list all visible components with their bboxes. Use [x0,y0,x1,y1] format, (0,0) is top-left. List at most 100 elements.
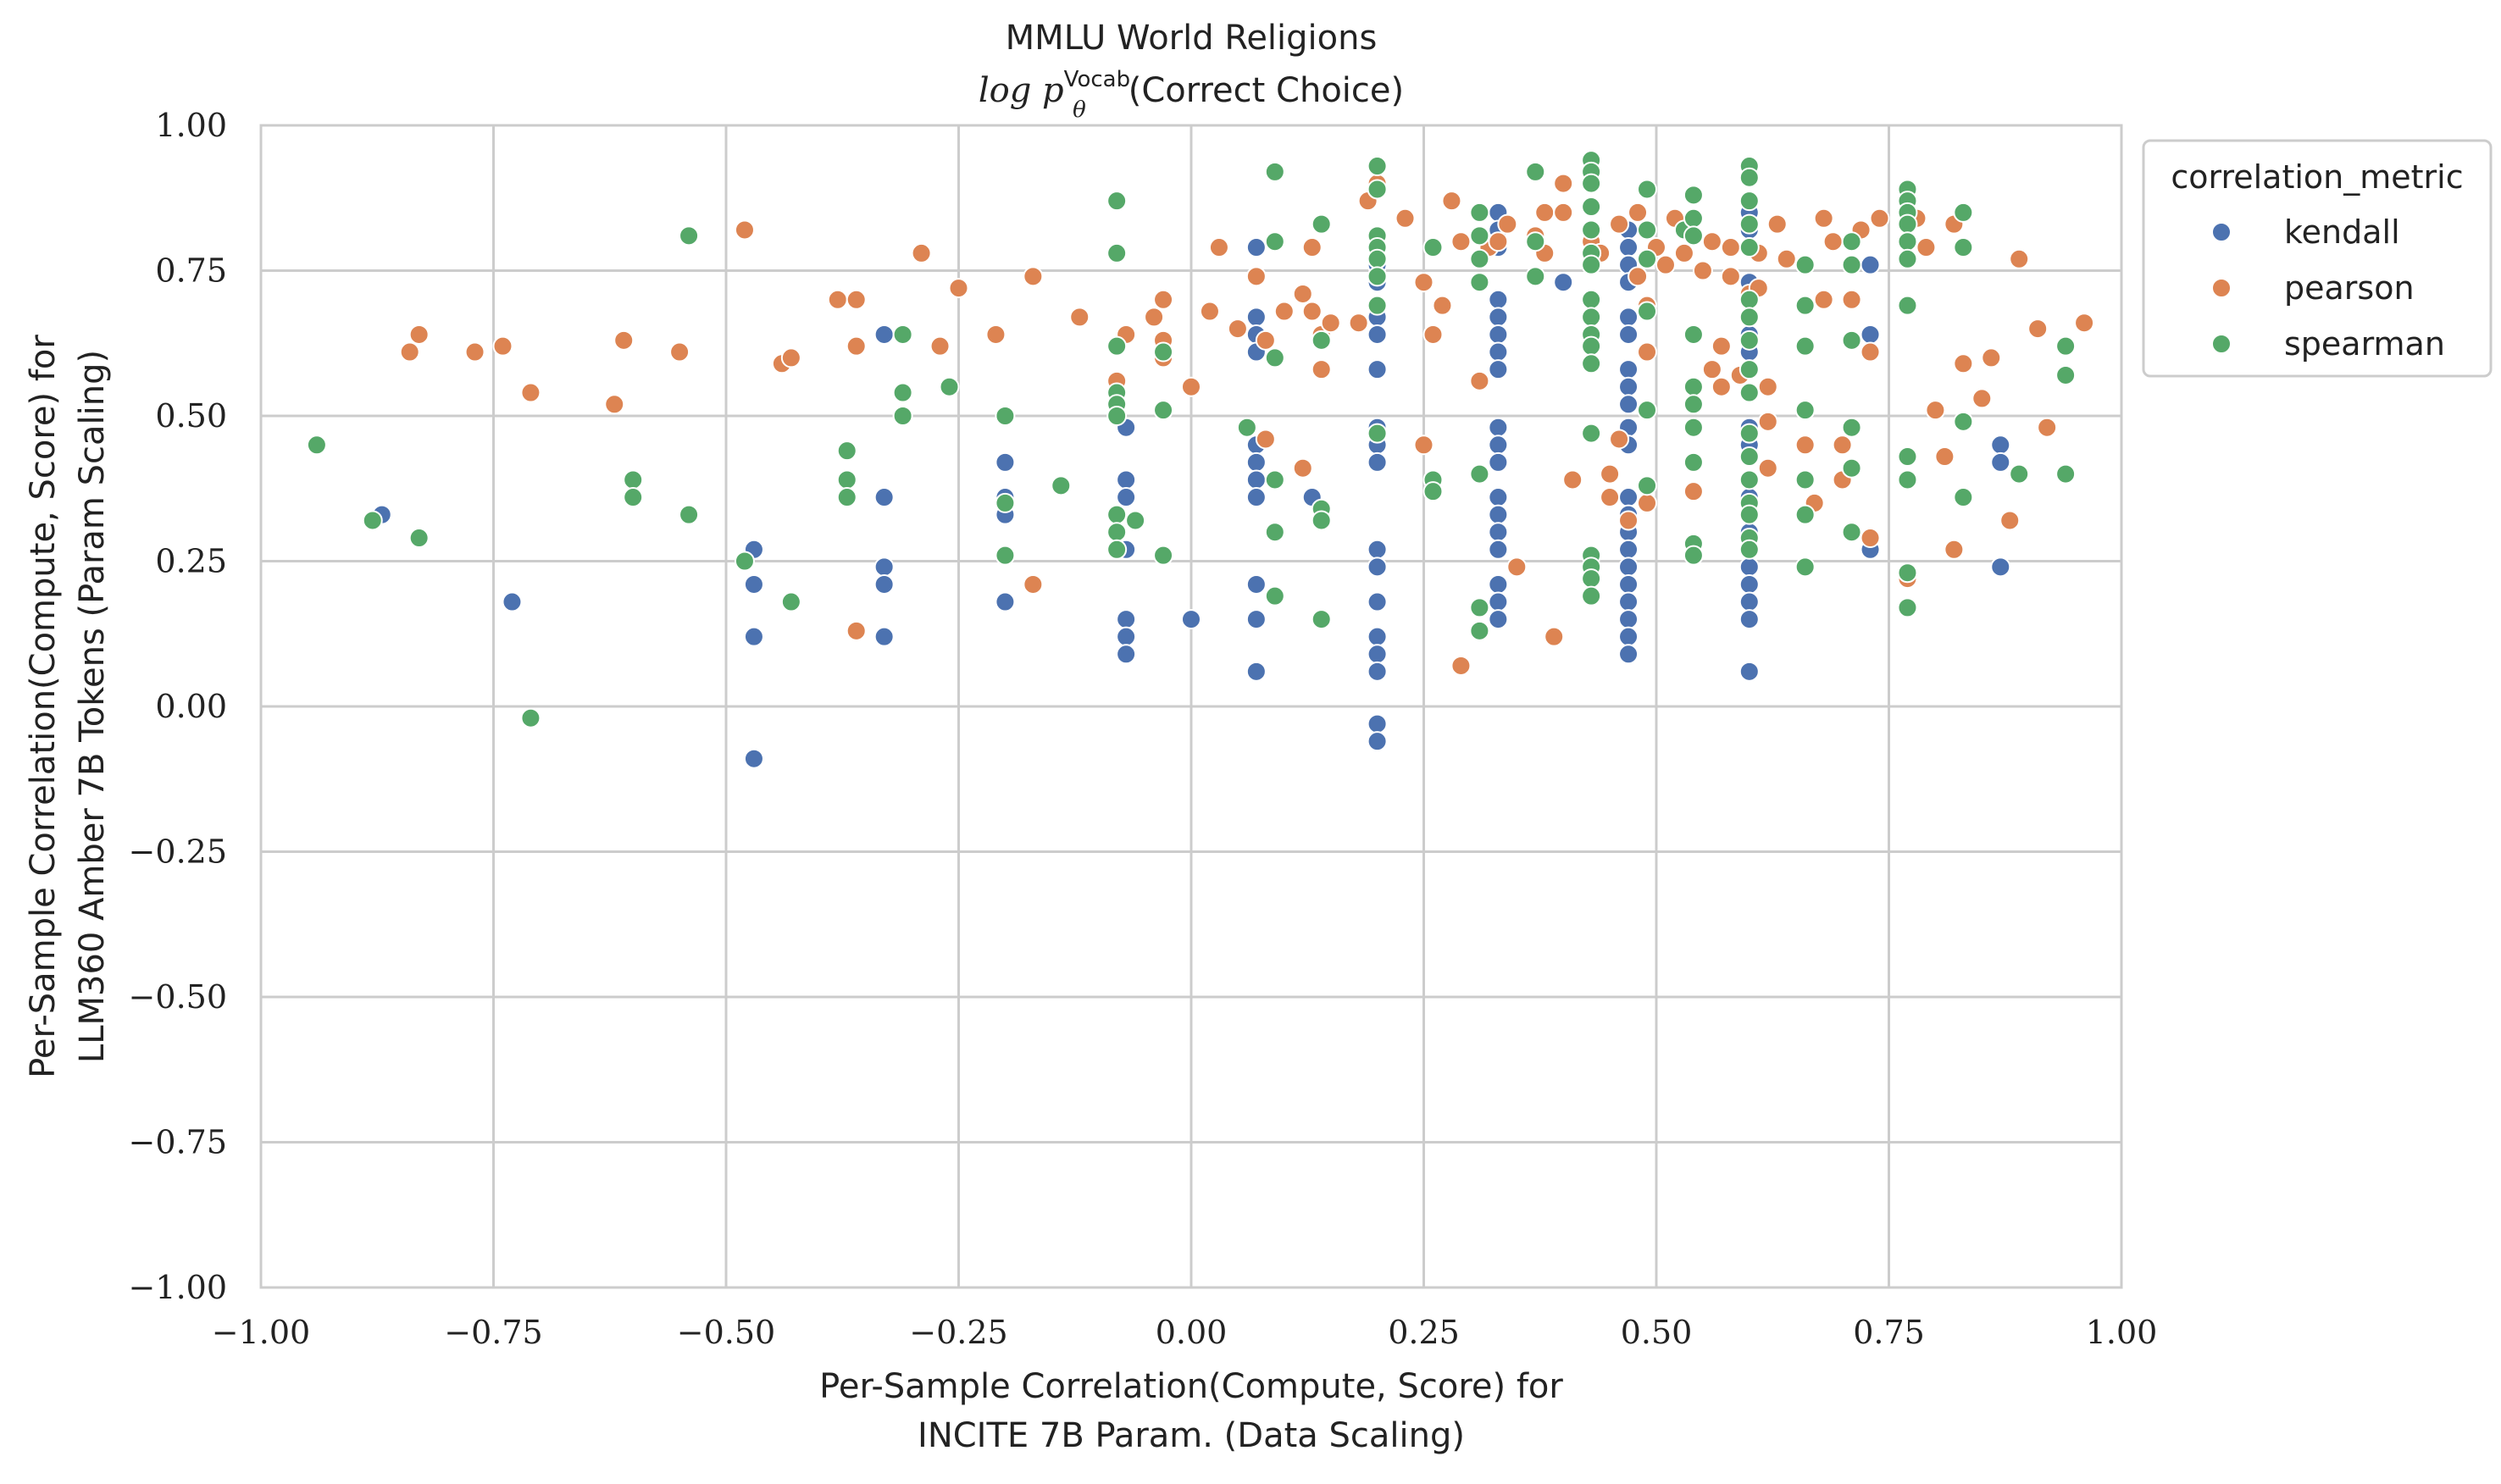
point-spearman [1469,597,1490,618]
point-pearson [1413,272,1434,293]
point-kendall [873,626,895,647]
legend-box [2142,139,2493,378]
point-pearson [2074,313,2095,334]
point-pearson [464,341,485,363]
point-pearson [604,394,625,415]
point-kendall [1367,626,1388,647]
point-spearman [1581,219,1602,241]
point-spearman [1841,457,1862,479]
series-spearman [306,150,2077,728]
point-spearman [1106,406,1128,426]
point-pearson [2027,318,2049,340]
legend: correlation_metric kendall pearson spearma… [2142,139,2493,378]
point-kendall [1116,487,1137,508]
point-spearman [1897,469,1918,490]
point-pearson [1208,237,1229,258]
point-spearman [1637,219,1658,241]
point-pearson [1553,173,1574,194]
point-kendall [1488,341,1509,363]
point-spearman [1683,225,1704,246]
point-kendall [1738,661,1760,682]
point-pearson [1953,353,1974,374]
legend-label-spearman: spearman [2284,325,2445,363]
point-kendall [1367,539,1388,560]
point-spearman [1581,335,1602,357]
point-spearman [1581,289,1602,310]
point-spearman [1841,417,1862,438]
point-pearson [1506,556,1528,578]
point-pearson [1441,191,1462,212]
point-spearman [1051,475,1072,496]
point-spearman [1311,510,1332,531]
point-pearson [911,242,932,263]
point-spearman [408,528,430,549]
point-spearman [1581,307,1602,328]
point-pearson [1023,266,1044,287]
point-pearson [1701,359,1722,380]
point-kendall [1860,324,1881,345]
point-kendall [1488,289,1509,310]
point-spearman [306,435,327,456]
point-spearman [1367,248,1388,269]
point-kendall [1367,591,1388,612]
point-pearson [1720,237,1741,258]
x-tick-label: 0.25 [1388,1314,1460,1351]
point-pearson [1692,260,1713,281]
point-kendall [1116,469,1137,490]
point-kendall [502,591,523,612]
point-kendall [1367,556,1388,578]
point-spearman [1581,353,1602,374]
point-spearman [1738,289,1760,310]
point-spearman [1264,585,1285,606]
point-spearman [1897,231,1918,252]
point-spearman [1236,417,1257,438]
point-spearman [1738,469,1760,490]
point-spearman [1841,254,1862,275]
plot-frame [259,124,2123,1289]
point-pearson [1841,289,1862,310]
legend-marker-pearson [2211,278,2232,298]
point-pearson [1701,231,1722,252]
point-spearman [1106,522,1128,543]
point-pearson [1292,283,1313,304]
point-spearman [1953,411,1974,432]
point-pearson [1245,266,1267,287]
point-pearson [1069,307,1090,328]
point-pearson [1432,295,1453,316]
point-spearman [1841,522,1862,543]
point-spearman [1738,504,1760,525]
point-kendall [1488,573,1509,595]
point-spearman [1367,295,1388,316]
point-spearman [362,510,383,531]
point-kendall [1488,417,1509,438]
point-pearson [1311,359,1332,380]
point-pearson [1255,429,1276,450]
point-pearson [1822,231,1844,252]
y-axis-label-line1: Per-Sample Correlation(Compute, Score) f… [24,335,63,1078]
x-tick-label: −1.00 [212,1314,310,1351]
legend-marker-kendall [2211,222,2232,242]
scatter-points [306,150,2095,769]
point-spearman [734,551,755,572]
point-spearman [836,440,857,462]
point-spearman [2009,463,2030,485]
point-spearman [1106,242,1128,263]
point-spearman [1525,161,1546,182]
point-kendall [1618,359,1639,380]
point-kendall [1488,539,1509,560]
point-spearman [1683,185,1704,206]
point-kendall [1245,487,1267,508]
point-spearman [1469,620,1490,641]
y-tick-label: 0.50 [155,397,227,435]
point-spearman [1794,504,1816,525]
point-spearman [1738,423,1760,444]
point-pearson [1153,289,1174,310]
point-kendall [1367,324,1388,345]
point-kendall [1553,272,1574,293]
point-kendall [1181,609,1201,630]
point-spearman [1581,173,1602,194]
x-tick-label: 0.00 [1156,1314,1228,1351]
y-tick-label: −1.00 [129,1269,227,1306]
point-kendall [873,573,895,595]
